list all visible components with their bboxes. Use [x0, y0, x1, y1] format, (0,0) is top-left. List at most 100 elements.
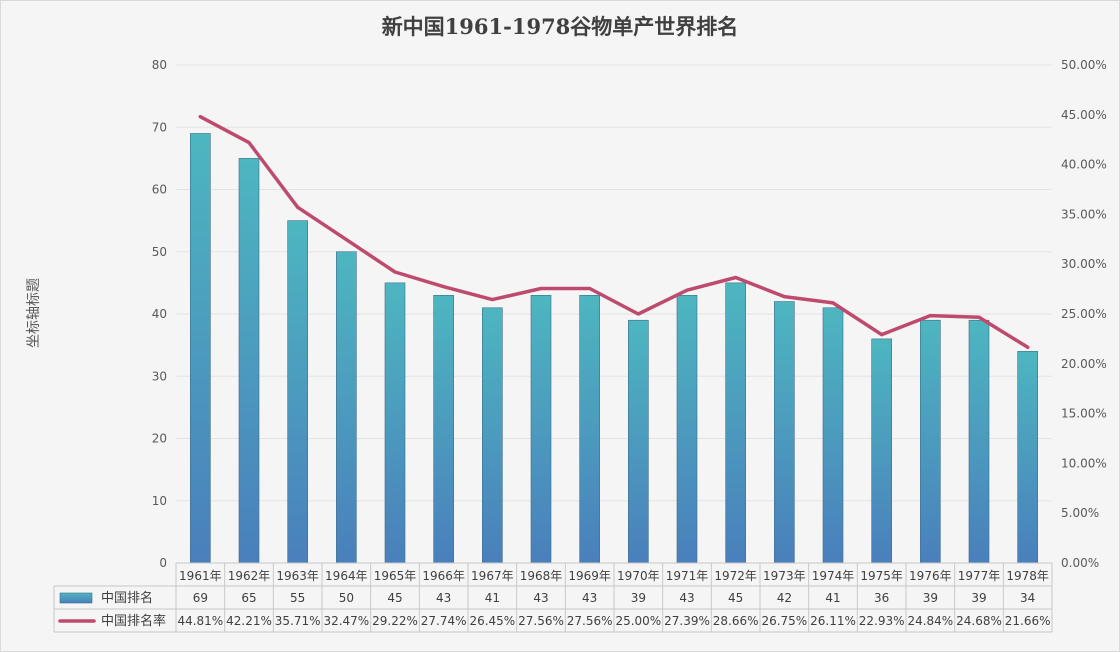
y-axis-title: 坐标轴标题	[26, 278, 42, 348]
y2-tick-label: 25.00%	[1061, 307, 1107, 321]
line-data-label: 26.75%	[761, 614, 807, 628]
line-point	[247, 141, 251, 145]
y-tick-label: 70	[152, 120, 167, 134]
bar-data-label: 36	[874, 591, 889, 605]
y2-tick-label: 35.00%	[1061, 207, 1107, 221]
line-data-label: 24.68%	[956, 614, 1002, 628]
bar	[676, 295, 698, 564]
bar	[579, 295, 600, 564]
data-table: 1961年 1962年 1963年 1964年 1965年 1966年 1967年 1968年…	[53, 562, 1053, 633]
bar-data-label: 43	[679, 591, 694, 605]
x-tick-label: 1977年	[958, 569, 1001, 583]
x-tick-label: 1963年	[276, 569, 319, 583]
legend-label-line: 中国排名率	[101, 613, 166, 629]
line-data-label: 22.93%	[859, 614, 905, 628]
x-tick-label: 1974年	[812, 569, 855, 583]
line-point	[490, 298, 494, 302]
y-tick-label: 30	[152, 369, 167, 383]
bar	[1017, 351, 1038, 564]
bar-data-label: 39	[923, 591, 938, 605]
y2-tick-label: 40.00%	[1061, 158, 1107, 172]
x-tick-label: 1961年	[179, 569, 222, 583]
y2-tick-label: 0.00%	[1061, 556, 1099, 570]
y-tick-label: 40	[152, 307, 167, 321]
y2-tick-label: 15.00%	[1061, 407, 1107, 421]
x-tick-label: 1967年	[471, 569, 514, 583]
x-tick-label: 1976年	[909, 569, 952, 583]
line-data-label: 26.11%	[810, 614, 856, 628]
bar-data-label: 43	[582, 591, 597, 605]
line-data-label: 29.22%	[372, 614, 418, 628]
line-point	[880, 333, 884, 337]
bar-data-label: 41	[825, 591, 840, 605]
x-tick-label: 1972年	[714, 569, 757, 583]
x-tick-label: 1970年	[617, 569, 660, 583]
bar-data-label: 41	[485, 591, 500, 605]
line-point	[1026, 345, 1030, 349]
x-tick-label: 1973年	[763, 569, 806, 583]
bar-data-label: 65	[241, 591, 256, 605]
legend-swatch-bar	[59, 592, 93, 604]
x-tick-label: 1968年	[520, 569, 563, 583]
bar	[774, 301, 795, 564]
line-data-label: 32.47%	[323, 614, 369, 628]
bar-data-label: 34	[1020, 591, 1035, 605]
line-point	[198, 115, 202, 119]
legend-label-bar: 中国排名	[101, 590, 153, 606]
gridlines	[176, 64, 1052, 502]
bar-data-label: 39	[631, 591, 646, 605]
bar	[920, 319, 941, 564]
bar	[433, 295, 454, 564]
line-point	[977, 315, 981, 319]
line-point	[831, 301, 835, 305]
bar	[482, 307, 503, 564]
bar-data-label: 43	[533, 591, 548, 605]
y2-tick-label: 20.00%	[1061, 357, 1107, 371]
y-tick-label: 10	[152, 494, 167, 508]
x-tick-label: 1962年	[228, 569, 271, 583]
bar-data-label: 45	[728, 591, 743, 605]
x-tick-label: 1969年	[568, 569, 611, 583]
x-tick-label: 1966年	[422, 569, 465, 583]
line-point	[928, 314, 932, 318]
bar-data-label: 39	[971, 591, 986, 605]
y2-tick-label: 30.00%	[1061, 257, 1107, 271]
y2-tick-label: 50.00%	[1061, 58, 1107, 72]
line-data-label: 21.66%	[1005, 614, 1051, 628]
line-point	[636, 312, 640, 316]
line-data-label: 27.56%	[567, 614, 613, 628]
y-axis-right: 0.00% 5.00% 10.00% 15.00% 20.00% 25.00% 30.00%…	[1061, 58, 1107, 570]
line-data-label: 27.56%	[518, 614, 564, 628]
line-point	[344, 238, 348, 242]
line-data-label: 25.00%	[615, 614, 661, 628]
y2-tick-label: 10.00%	[1061, 456, 1107, 470]
bar	[190, 133, 211, 564]
line-series	[198, 114, 1030, 350]
line-data-label: 24.84%	[907, 614, 953, 628]
line-point	[782, 295, 786, 299]
line-data-label: 27.39%	[664, 614, 710, 628]
y2-tick-label: 45.00%	[1061, 108, 1107, 122]
bar-data-label: 50	[339, 591, 354, 605]
line-rate	[198, 114, 1030, 350]
line-data-label: 28.66%	[713, 614, 759, 628]
line-point	[296, 205, 300, 209]
line-point	[539, 287, 543, 291]
line-point	[393, 270, 397, 274]
y-tick-label: 50	[152, 245, 167, 259]
y-axis-left: 0 10 20 30 40 50 60 70 80	[152, 58, 167, 570]
y-tick-label: 0	[159, 556, 167, 570]
y2-tick-label: 5.00%	[1061, 506, 1099, 520]
x-tick-label: 1971年	[666, 569, 709, 583]
bar-data-label: 55	[290, 591, 305, 605]
chart-title: 新中国1961-1978谷物单产世界排名	[382, 14, 739, 39]
bar	[968, 319, 990, 564]
bar	[725, 282, 746, 564]
x-tick-label: 1965年	[374, 569, 417, 583]
bar	[530, 295, 552, 564]
bar	[822, 307, 844, 564]
bar-data-label: 69	[193, 591, 208, 605]
line-point	[442, 285, 446, 289]
bar	[628, 319, 649, 564]
